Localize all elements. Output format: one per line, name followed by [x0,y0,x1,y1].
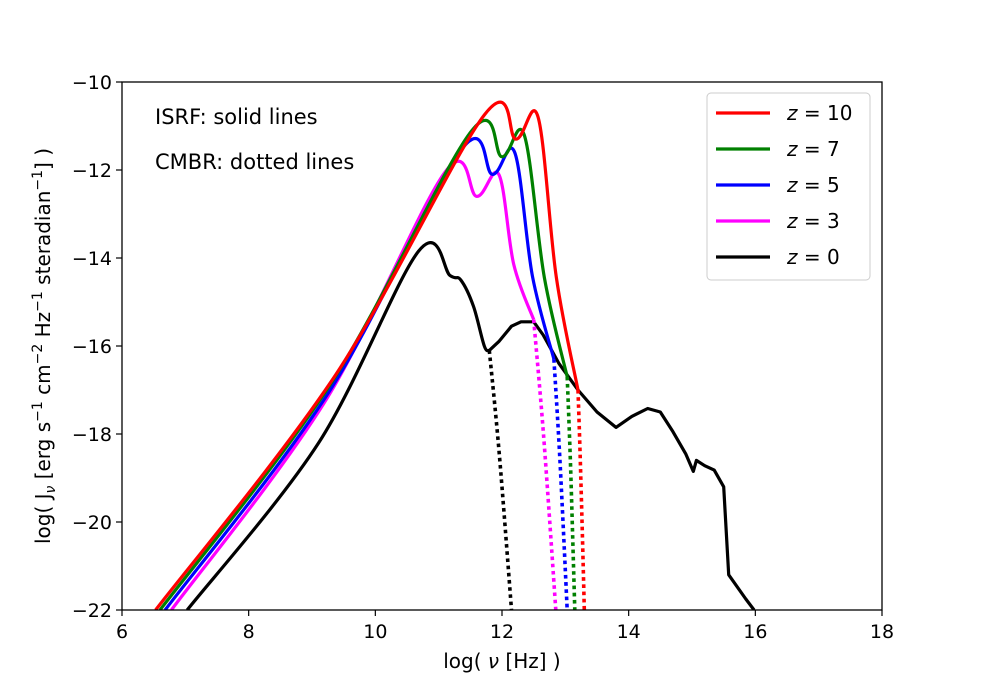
legend-label-var: z [786,209,798,233]
x-title-symbol: ν [488,649,499,673]
x-tick-label: 8 [243,621,255,643]
x-tick-label: 6 [116,621,128,643]
x-tick-label: 12 [490,621,514,643]
y-title-prefix: log( J [31,493,55,544]
y-title-end: ] ) [31,148,55,170]
y-title-exp4: −1 [30,170,46,191]
legend-label: z = 5 [786,173,840,197]
x-tick-label: 18 [870,621,894,643]
legend-label-var: z [786,137,798,161]
series-layer [154,100,756,610]
annotation-cmbr: CMBR: dotted lines [155,150,354,174]
isrf-solid-line [170,160,536,610]
legend-label-eq: = 7 [798,137,840,161]
annotation-isrf: ISRF: solid lines [155,105,318,129]
cmbr-dotted-line [487,350,514,610]
x-title-prefix: log( [443,649,488,673]
cmbr-dotted-line [552,359,569,610]
y-axis: −22 −20 −18 −16 −14 −12 −10 [72,72,122,622]
cmbr-dotted-line [565,376,577,610]
legend-label-eq: = 0 [798,245,840,269]
x-tick-label: 16 [743,621,767,643]
y-title-units-d: steradian [31,191,55,292]
y-title-sub: ν [43,485,59,493]
legend: z = 10z = 7z = 5z = 3z = 0 [706,92,871,281]
legend-label-var: z [786,173,798,197]
legend-label-var: z [786,101,798,125]
x-axis-title: log( ν [Hz] ) [443,649,561,673]
y-title-units-b: cm [31,364,55,401]
isrf-solid-line [158,118,569,610]
y-title-exp2: −2 [30,344,46,365]
legend-box [706,92,871,281]
legend-label: z = 7 [786,137,840,161]
legend-label-eq: = 10 [798,101,853,125]
cmbr-dotted-line [576,389,587,610]
y-title-units-c: Hz [31,312,55,344]
x-title-suffix: [Hz] ) [499,649,561,673]
x-axis: 6 8 10 12 14 16 18 [116,610,894,643]
legend-label-eq: = 3 [798,209,840,233]
y-tick-label: −10 [72,72,112,94]
y-tick-label: −16 [72,336,112,358]
cmbr-dotted-line [531,319,558,610]
y-tick-label: −20 [72,512,112,534]
y-tick-label: −12 [72,160,112,182]
y-tick-label: −14 [72,248,112,270]
y-axis-title: log( Jν [erg s−1 cm−2 Hz−1 steradian−1] … [30,148,59,544]
legend-label: z = 10 [786,101,852,125]
y-title-units-a: [erg s [31,422,55,486]
isrf-solid-line [154,100,580,610]
y-tick-label: −18 [72,424,112,446]
y-tick-label: −22 [72,600,112,622]
legend-label-eq: = 5 [798,173,840,197]
x-tick-label: 14 [617,621,641,643]
legend-label: z = 3 [786,209,840,233]
y-title-exp3: −1 [30,291,46,312]
legend-label-var: z [786,245,798,269]
x-tick-label: 10 [363,621,387,643]
y-title-exp1: −1 [30,401,46,422]
legend-label: z = 0 [786,245,840,269]
isrf-solid-line [163,137,556,610]
